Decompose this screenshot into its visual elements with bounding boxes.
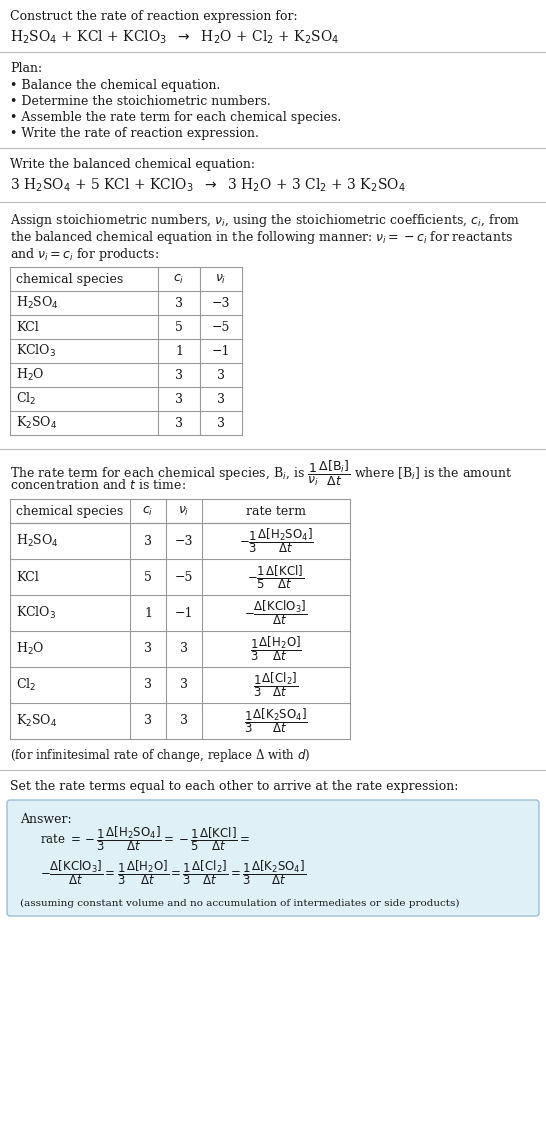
Text: H$_2$O: H$_2$O bbox=[16, 366, 45, 384]
Text: the balanced chemical equation in the following manner: $\nu_i = -c_i$ for react: the balanced chemical equation in the fo… bbox=[10, 229, 513, 246]
Text: 3: 3 bbox=[180, 715, 188, 727]
Text: $\nu_i$: $\nu_i$ bbox=[215, 272, 227, 286]
Text: Construct the rate of reaction expression for:: Construct the rate of reaction expressio… bbox=[10, 10, 298, 23]
Text: Cl$_2$: Cl$_2$ bbox=[16, 391, 36, 407]
Text: K$_2$SO$_4$: K$_2$SO$_4$ bbox=[16, 712, 57, 729]
Text: rate term: rate term bbox=[246, 504, 306, 518]
Text: KCl: KCl bbox=[16, 321, 39, 333]
Text: 1: 1 bbox=[175, 345, 183, 357]
Text: 5: 5 bbox=[144, 570, 152, 584]
Text: −1: −1 bbox=[175, 607, 193, 619]
Text: −3: −3 bbox=[212, 297, 230, 310]
Text: 3: 3 bbox=[144, 715, 152, 727]
Text: • Determine the stoichiometric numbers.: • Determine the stoichiometric numbers. bbox=[10, 94, 271, 108]
Text: K$_2$SO$_4$: K$_2$SO$_4$ bbox=[16, 415, 57, 431]
Text: $-\dfrac{\Delta[\mathrm{KClO_3}]}{\Delta t}$: $-\dfrac{\Delta[\mathrm{KClO_3}]}{\Delta… bbox=[245, 599, 307, 627]
Text: −1: −1 bbox=[212, 345, 230, 357]
Text: H$_2$O: H$_2$O bbox=[16, 641, 45, 657]
Text: (for infinitesimal rate of change, replace Δ with $d$): (for infinitesimal rate of change, repla… bbox=[10, 747, 311, 764]
Text: Assign stoichiometric numbers, $\nu_i$, using the stoichiometric coefficients, $: Assign stoichiometric numbers, $\nu_i$, … bbox=[10, 212, 520, 229]
Text: $\dfrac{1}{3}\dfrac{\Delta[\mathrm{K_2SO_4}]}{\Delta t}$: $\dfrac{1}{3}\dfrac{\Delta[\mathrm{K_2SO… bbox=[244, 707, 308, 735]
Text: $c_i$: $c_i$ bbox=[143, 504, 153, 518]
Text: Plan:: Plan: bbox=[10, 61, 42, 75]
Text: (assuming constant volume and no accumulation of intermediates or side products): (assuming constant volume and no accumul… bbox=[20, 899, 460, 908]
Text: 3: 3 bbox=[144, 678, 152, 692]
Text: 1: 1 bbox=[144, 607, 152, 619]
Text: H$_2$SO$_4$ + KCl + KClO$_3$  $\rightarrow$  H$_2$O + Cl$_2$ + K$_2$SO$_4$: H$_2$SO$_4$ + KCl + KClO$_3$ $\rightarro… bbox=[10, 28, 340, 47]
Text: rate $= -\dfrac{1}{3}\dfrac{\Delta[\mathrm{H_2SO_4}]}{\Delta t} = -\dfrac{1}{5}\: rate $= -\dfrac{1}{3}\dfrac{\Delta[\math… bbox=[40, 825, 250, 854]
Text: H$_2$SO$_4$: H$_2$SO$_4$ bbox=[16, 295, 59, 311]
Text: chemical species: chemical species bbox=[16, 272, 123, 286]
Text: 3: 3 bbox=[175, 369, 183, 381]
Text: The rate term for each chemical species, B$_i$, is $\dfrac{1}{\nu_i}\dfrac{\Delt: The rate term for each chemical species,… bbox=[10, 459, 512, 488]
Text: $c_i$: $c_i$ bbox=[174, 272, 185, 286]
Text: 3: 3 bbox=[217, 393, 225, 405]
Text: −5: −5 bbox=[175, 570, 193, 584]
Text: $-\dfrac{1}{3}\dfrac{\Delta[\mathrm{H_2SO_4}]}{\Delta t}$: $-\dfrac{1}{3}\dfrac{\Delta[\mathrm{H_2S… bbox=[239, 527, 313, 555]
Text: 3: 3 bbox=[180, 678, 188, 692]
Text: chemical species: chemical species bbox=[16, 504, 123, 518]
Text: 3 H$_2$SO$_4$ + 5 KCl + KClO$_3$  $\rightarrow$  3 H$_2$O + 3 Cl$_2$ + 3 K$_2$SO: 3 H$_2$SO$_4$ + 5 KCl + KClO$_3$ $\right… bbox=[10, 178, 406, 195]
Text: and $\nu_i = c_i$ for products:: and $\nu_i = c_i$ for products: bbox=[10, 246, 159, 263]
Text: −5: −5 bbox=[212, 321, 230, 333]
Text: 3: 3 bbox=[175, 417, 183, 429]
Text: $-\dfrac{1}{5}\dfrac{\Delta[\mathrm{KCl}]}{\Delta t}$: $-\dfrac{1}{5}\dfrac{\Delta[\mathrm{KCl}… bbox=[247, 563, 305, 591]
Text: Set the rate terms equal to each other to arrive at the rate expression:: Set the rate terms equal to each other t… bbox=[10, 780, 459, 793]
Text: • Write the rate of reaction expression.: • Write the rate of reaction expression. bbox=[10, 127, 259, 140]
Text: 3: 3 bbox=[175, 393, 183, 405]
Text: H$_2$SO$_4$: H$_2$SO$_4$ bbox=[16, 533, 59, 549]
Text: 3: 3 bbox=[175, 297, 183, 310]
Text: KCl: KCl bbox=[16, 570, 39, 584]
Text: • Balance the chemical equation.: • Balance the chemical equation. bbox=[10, 79, 221, 92]
Text: 5: 5 bbox=[175, 321, 183, 333]
Text: −3: −3 bbox=[175, 535, 193, 547]
FancyBboxPatch shape bbox=[7, 800, 539, 916]
Text: $-\dfrac{\Delta[\mathrm{KClO_3}]}{\Delta t} = \dfrac{1}{3}\dfrac{\Delta[\mathrm{: $-\dfrac{\Delta[\mathrm{KClO_3}]}{\Delta… bbox=[40, 858, 306, 888]
Text: 3: 3 bbox=[217, 369, 225, 381]
Text: 3: 3 bbox=[144, 643, 152, 655]
Text: $\dfrac{1}{3}\dfrac{\Delta[\mathrm{H_2O}]}{\Delta t}$: $\dfrac{1}{3}\dfrac{\Delta[\mathrm{H_2O}… bbox=[250, 635, 302, 663]
Text: concentration and $t$ is time:: concentration and $t$ is time: bbox=[10, 478, 186, 492]
Text: Cl$_2$: Cl$_2$ bbox=[16, 677, 36, 693]
Text: 3: 3 bbox=[144, 535, 152, 547]
Text: KClO$_3$: KClO$_3$ bbox=[16, 605, 56, 621]
Text: Answer:: Answer: bbox=[20, 813, 72, 826]
Text: 3: 3 bbox=[217, 417, 225, 429]
Text: $\dfrac{1}{3}\dfrac{\Delta[\mathrm{Cl_2}]}{\Delta t}$: $\dfrac{1}{3}\dfrac{\Delta[\mathrm{Cl_2}… bbox=[253, 670, 299, 700]
Text: 3: 3 bbox=[180, 643, 188, 655]
Text: Write the balanced chemical equation:: Write the balanced chemical equation: bbox=[10, 158, 255, 171]
Text: • Assemble the rate term for each chemical species.: • Assemble the rate term for each chemic… bbox=[10, 112, 341, 124]
Text: KClO$_3$: KClO$_3$ bbox=[16, 343, 56, 360]
Text: $\nu_i$: $\nu_i$ bbox=[179, 504, 189, 518]
